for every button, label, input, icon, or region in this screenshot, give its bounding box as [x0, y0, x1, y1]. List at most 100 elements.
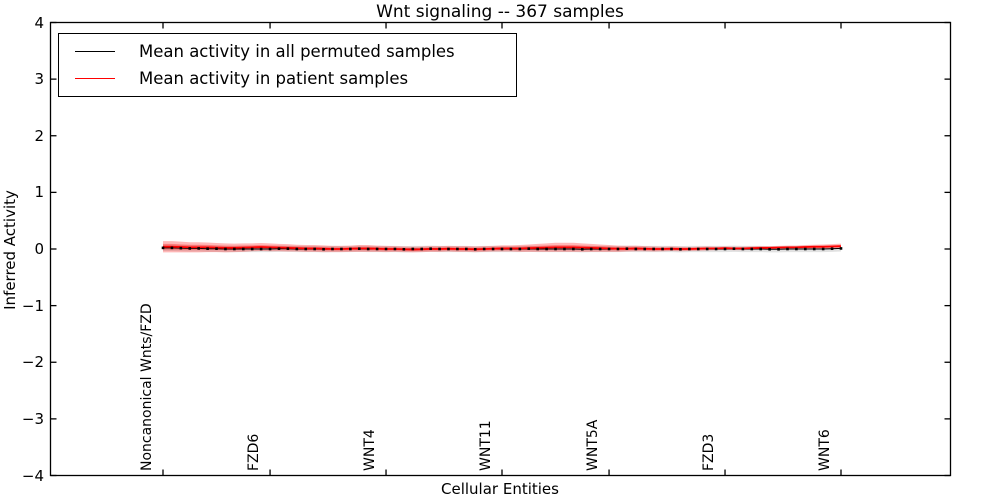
permuted-marker [188, 247, 192, 250]
permuted-marker [509, 247, 513, 251]
permuted-marker [438, 247, 441, 251]
y-tick-label: 4 [34, 13, 44, 32]
permuted-marker [250, 247, 254, 251]
permuted-marker [652, 247, 655, 251]
permuted-marker [786, 247, 789, 251]
permuted-marker [420, 247, 424, 251]
permuted-marker [634, 247, 638, 251]
permuted-marker [705, 247, 709, 251]
legend-line-permuted-icon [75, 51, 115, 52]
permuted-marker [366, 247, 370, 251]
permuted-marker [447, 247, 450, 251]
permuted-marker [179, 246, 183, 250]
permuted-marker [777, 247, 780, 251]
permuted-marker [598, 247, 602, 251]
permuted-marker [572, 247, 575, 251]
permuted-marker [616, 247, 620, 251]
permuted-marker [277, 247, 281, 251]
permuted-marker [473, 247, 477, 251]
x-entity-label: WNT11 [478, 419, 494, 471]
permuted-marker [768, 247, 771, 251]
permuted-marker [580, 247, 584, 251]
x-entity-label: FZD6 [246, 433, 263, 471]
permuted-marker [241, 247, 245, 251]
permuted-marker [536, 247, 539, 251]
permuted-marker [465, 247, 468, 251]
permuted-marker [295, 247, 299, 251]
permuted-marker [679, 247, 682, 251]
x-entity-label: WNT5A [585, 419, 602, 471]
permuted-marker [491, 247, 495, 251]
permuted-marker [545, 247, 548, 251]
permuted-marker [411, 247, 415, 251]
permuted-marker [402, 247, 406, 251]
chart-title: Wnt signaling -- 367 samples [376, 2, 624, 22]
permuted-marker [161, 246, 165, 250]
permuted-marker [688, 247, 691, 251]
permuted-marker [206, 247, 209, 251]
permuted-marker [215, 247, 218, 251]
permuted-marker [268, 247, 272, 251]
x-axis-label: Cellular Entities [441, 480, 559, 498]
x-entity-label: FZD3 [701, 433, 718, 471]
permuted-marker [286, 247, 290, 251]
legend-label-patient: Mean activity in patient samples [139, 69, 409, 88]
permuted-marker [313, 247, 316, 251]
permuted-marker [357, 247, 361, 251]
permuted-marker [500, 247, 504, 251]
permuted-marker [393, 247, 397, 251]
permuted-marker [812, 247, 816, 251]
y-tick-label: 0 [34, 240, 44, 258]
permuted-marker [170, 246, 174, 250]
legend: Mean activity in all permuted samples Me… [58, 33, 517, 97]
x-entity-label: WNT4 [362, 428, 379, 471]
permuted-marker [384, 247, 388, 251]
permuted-marker [456, 247, 459, 251]
permuted-marker [233, 247, 236, 251]
permuted-marker [839, 247, 843, 250]
permuted-marker [482, 247, 486, 251]
legend-item-permuted: Mean activity in all permuted samples [59, 42, 516, 61]
permuted-marker [589, 247, 593, 251]
y-tick-label: −3 [21, 409, 44, 428]
y-tick-label: −2 [21, 353, 44, 372]
y-tick-label: −4 [21, 466, 44, 485]
permuted-marker [830, 247, 834, 251]
permuted-marker [340, 247, 343, 251]
permuted-marker [349, 247, 352, 251]
permuted-marker [696, 247, 700, 251]
permuted-marker [375, 247, 379, 251]
permuted-marker [804, 247, 807, 251]
permuted-marker [563, 247, 566, 251]
permuted-marker [625, 247, 629, 251]
permuted-marker [714, 247, 718, 251]
y-tick-label: −1 [21, 296, 44, 315]
permuted-marker [331, 247, 334, 251]
permuted-marker [197, 247, 200, 250]
permuted-marker [643, 247, 647, 251]
y-tick-label: 3 [34, 70, 44, 89]
permuted-marker [661, 247, 664, 251]
permuted-marker [224, 247, 227, 251]
x-entity-label: WNT6 [817, 428, 833, 471]
permuted-marker [527, 247, 531, 251]
y-tick-label: 2 [34, 126, 44, 145]
permuted-marker [795, 247, 798, 251]
legend-label-permuted: Mean activity in all permuted samples [139, 42, 455, 61]
permuted-marker [732, 247, 736, 251]
permuted-marker [554, 247, 557, 251]
permuted-marker [607, 247, 611, 251]
permuted-marker [723, 247, 727, 251]
x-entity-label: Noncanonical Wnts/FZD [139, 302, 155, 471]
legend-line-patient-icon [75, 78, 115, 79]
permuted-marker [518, 247, 522, 251]
legend-item-patient: Mean activity in patient samples [59, 69, 516, 88]
permuted-marker [821, 247, 825, 251]
permuted-marker [750, 247, 754, 251]
permuted-marker [322, 247, 325, 251]
permuted-marker [741, 247, 745, 251]
permuted-marker [429, 247, 432, 251]
permuted-marker [259, 247, 263, 251]
